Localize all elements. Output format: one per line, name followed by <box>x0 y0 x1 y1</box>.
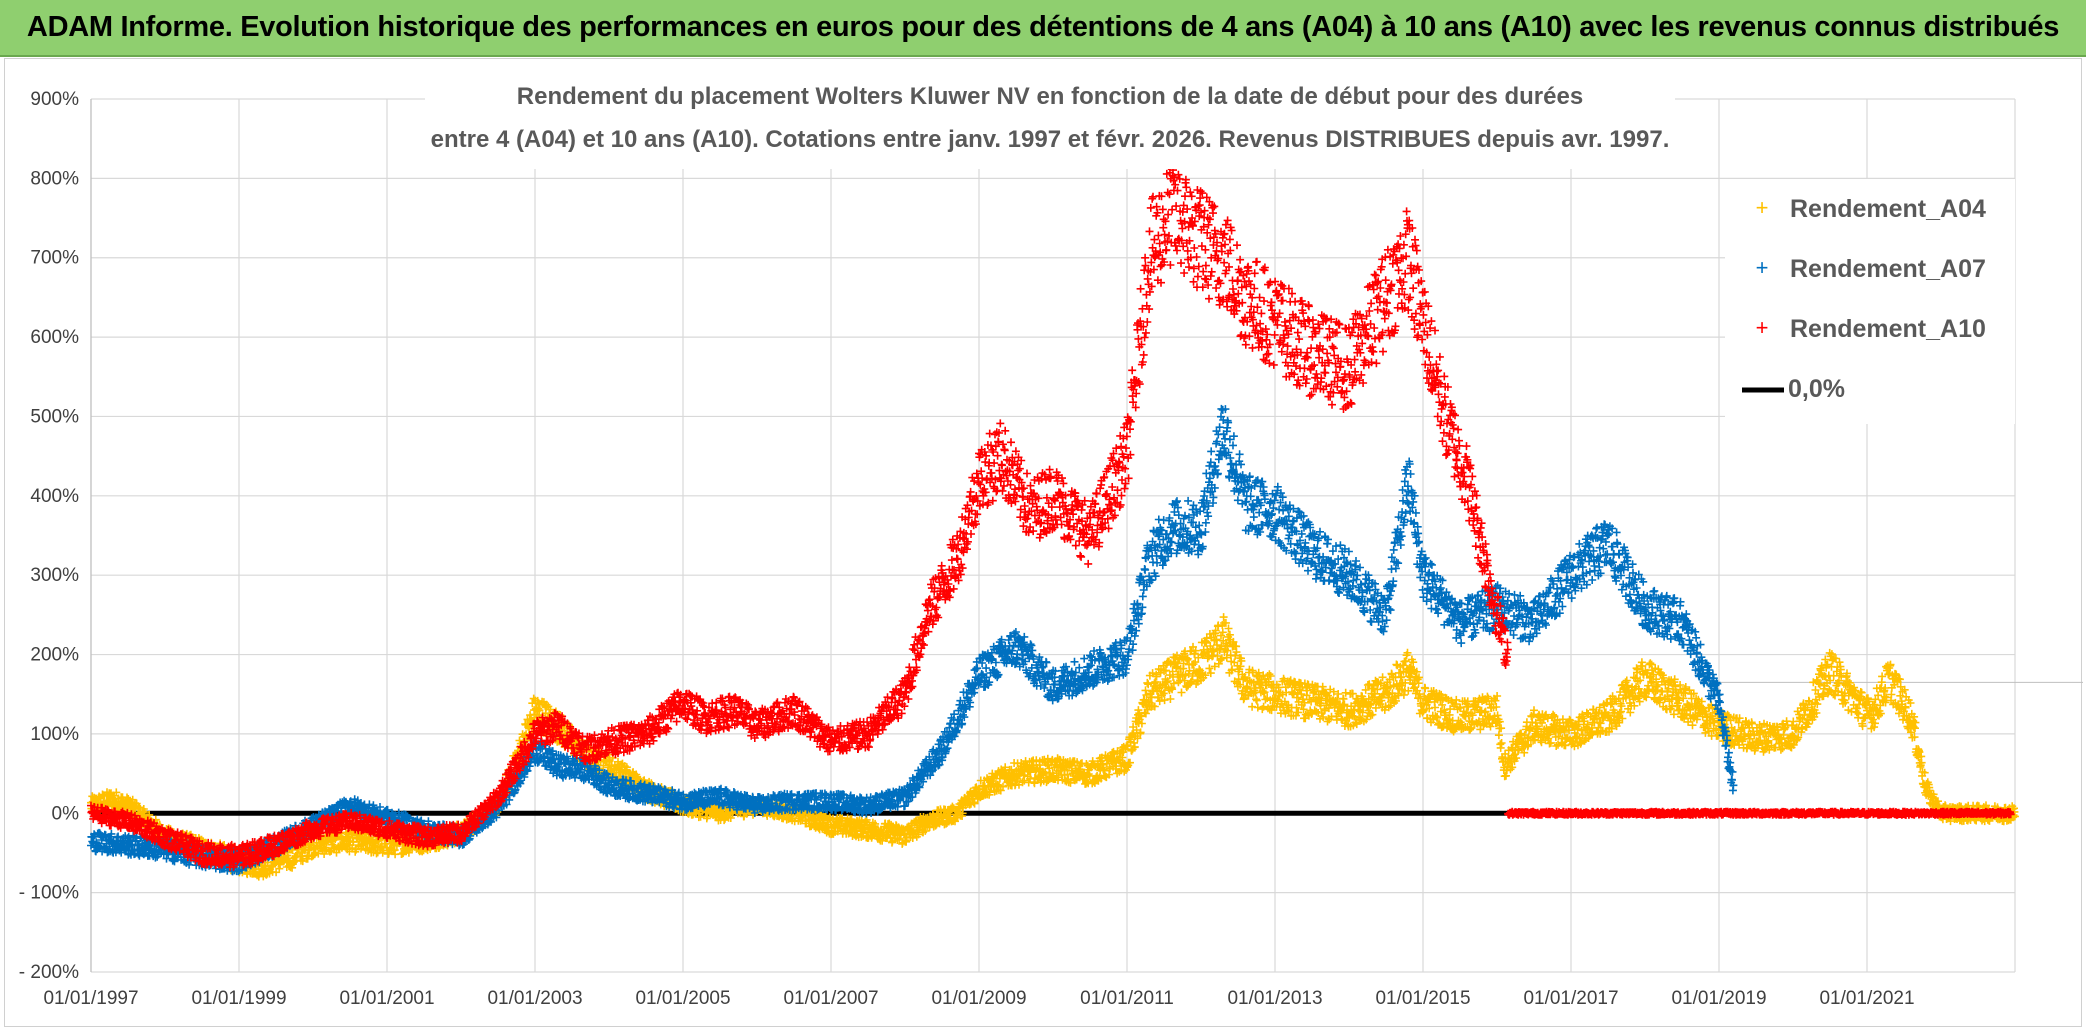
series-a07 <box>87 404 1738 876</box>
x-tick-label: 01/01/1999 <box>191 988 286 1009</box>
series-a10 <box>87 151 1512 872</box>
y-tick-label: 400% <box>30 486 79 507</box>
series-layer <box>87 151 2019 881</box>
legend-background <box>1725 179 2015 424</box>
series-points-a07 <box>87 404 1738 876</box>
series-points-a10 <box>87 151 1512 872</box>
legend-marker-a10: + <box>1756 315 1769 340</box>
legend-label-a10: Rendement_A10 <box>1790 315 1986 343</box>
x-tick-label: 01/01/2021 <box>1819 988 1914 1009</box>
x-tick-label: 01/01/2017 <box>1523 988 1618 1009</box>
x-tick-label: 01/01/2003 <box>487 988 582 1009</box>
y-tick-label: 500% <box>30 406 79 427</box>
legend-marker-a07: + <box>1756 255 1769 280</box>
y-tick-label: - 200% <box>19 962 79 983</box>
chart-title-line1: Rendement du placement Wolters Kluwer NV… <box>517 83 1583 110</box>
y-tick-label: 200% <box>30 645 79 666</box>
x-tick-label: 01/01/2013 <box>1227 988 1322 1009</box>
x-tick-label: 01/01/2001 <box>339 988 434 1009</box>
y-tick-label: 600% <box>30 327 79 348</box>
chart-grid <box>90 98 2083 973</box>
x-tick-label: 01/01/2015 <box>1375 988 1470 1009</box>
legend-label-zero: 0,0% <box>1788 375 1845 403</box>
x-tick-label: 01/01/2005 <box>635 988 730 1009</box>
series-a10-zero-tail <box>1504 807 2015 819</box>
x-tick-label: 01/01/1997 <box>43 988 138 1009</box>
chart-frame: - 200% - 100% 0% 100% 200% 300% 400% 500% 600% 70… <box>4 58 2083 1027</box>
series-points-a10-zero <box>1504 807 2015 819</box>
series-points-a04 <box>87 613 2019 881</box>
x-tick-label: 01/01/2007 <box>783 988 878 1009</box>
y-tick-label: 800% <box>30 168 79 189</box>
performance-chart: - 200% - 100% 0% 100% 200% 300% 400% 500% 600% 70… <box>19 69 2083 1009</box>
chart-title: Rendement du placement Wolters Kluwer NV… <box>425 69 1675 169</box>
y-tick-label: 100% <box>30 724 79 745</box>
x-tick-label: 01/01/2019 <box>1671 988 1766 1009</box>
y-tick-label: - 100% <box>19 883 79 904</box>
x-tick-label: 01/01/2009 <box>931 988 1026 1009</box>
legend: + Rendement_A04 + Rendement_A07 + Rendem… <box>1725 179 2015 424</box>
legend-label-a07: Rendement_A07 <box>1790 255 1986 283</box>
y-tick-label: 300% <box>30 565 79 586</box>
title-background <box>425 69 1675 169</box>
y-tick-label: 900% <box>30 89 79 110</box>
legend-label-a04: Rendement_A04 <box>1790 195 1986 223</box>
banner: ADAM Informe. Evolution historique des p… <box>0 0 2086 57</box>
y-tick-label: 700% <box>30 248 79 269</box>
chart-title-line2: entre 4 (A04) et 10 ans (A10). Cotations… <box>431 126 1670 153</box>
series-a04 <box>87 613 2019 881</box>
banner-title: ADAM Informe. Evolution historique des p… <box>26 11 2060 43</box>
legend-marker-a04: + <box>1756 195 1769 220</box>
y-tick-label: 0% <box>52 803 80 824</box>
x-tick-label: 01/01/2011 <box>1080 988 1174 1009</box>
axis-labels: - 200% - 100% 0% 100% 200% 300% 400% 500% 600% 70… <box>19 89 1915 1009</box>
